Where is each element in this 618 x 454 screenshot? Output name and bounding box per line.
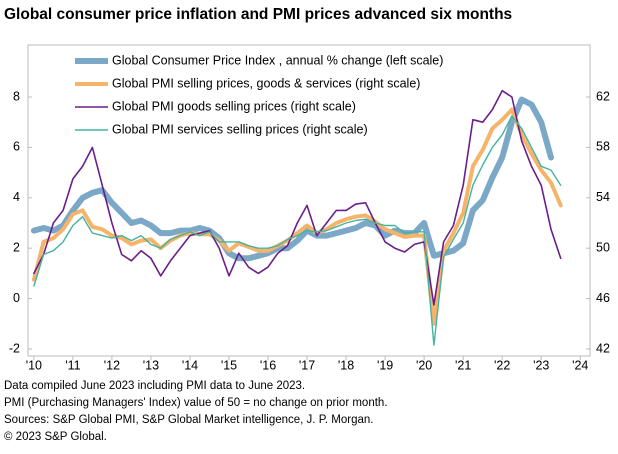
y-tick-label: 8 <box>13 89 20 103</box>
series-line <box>33 115 562 346</box>
series-line <box>30 96 554 262</box>
y-tick-label: 6 <box>13 140 20 154</box>
x-tick-label: '22 <box>494 358 510 372</box>
legend-label: Global PMI goods selling prices (right s… <box>112 99 356 113</box>
y2-tick-label: 54 <box>596 190 610 204</box>
x-tick-label: '21 <box>455 358 471 372</box>
y-tick-label: 0 <box>13 291 20 305</box>
x-tick-label: '23 <box>533 358 549 372</box>
x-tick-label: '12 <box>104 358 120 372</box>
x-tick-label: '19 <box>377 358 393 372</box>
chart-title: Global consumer price inflation and PMI … <box>4 6 512 23</box>
y2-tick-label: 62 <box>596 89 610 103</box>
x-tick-label: '18 <box>338 358 354 372</box>
y2-tick-label: 46 <box>596 291 610 305</box>
x-tick-label: '13 <box>143 358 159 372</box>
x-tick-label: '10 <box>26 358 42 372</box>
x-tick-label: '17 <box>299 358 315 372</box>
footnote: Data compiled June 2023 including PMI da… <box>4 380 305 392</box>
x-tick-label: '24 <box>572 358 588 372</box>
y2-tick-label: 42 <box>596 341 610 355</box>
x-tick-label: '16 <box>260 358 276 372</box>
x-tick-label: '14 <box>182 358 198 372</box>
y2-tick-label: 58 <box>596 140 610 154</box>
y2-tick-label: 50 <box>596 240 610 254</box>
legend-label: Global PMI services selling prices (righ… <box>112 122 368 136</box>
x-tick-label: '11 <box>65 358 80 372</box>
series-line <box>31 107 563 326</box>
y-tick-label: -2 <box>9 341 20 355</box>
legend-label: Global PMI selling prices, goods & servi… <box>112 76 420 90</box>
footnote: PMI (Purchasing Managers' Index) value o… <box>4 397 388 409</box>
x-tick-label: '15 <box>221 358 237 372</box>
y-tick-label: 4 <box>13 190 20 204</box>
footnote: Sources: S&P Global PMI, S&P Global Mark… <box>4 414 373 426</box>
series-line <box>33 89 562 306</box>
y-tick-label: 2 <box>13 240 20 254</box>
legend-label: Global Consumer Price Index , annual % c… <box>112 53 443 67</box>
plot-frame <box>27 44 591 357</box>
x-tick-label: '20 <box>416 358 432 372</box>
footnote: © 2023 S&P Global. <box>4 431 107 443</box>
